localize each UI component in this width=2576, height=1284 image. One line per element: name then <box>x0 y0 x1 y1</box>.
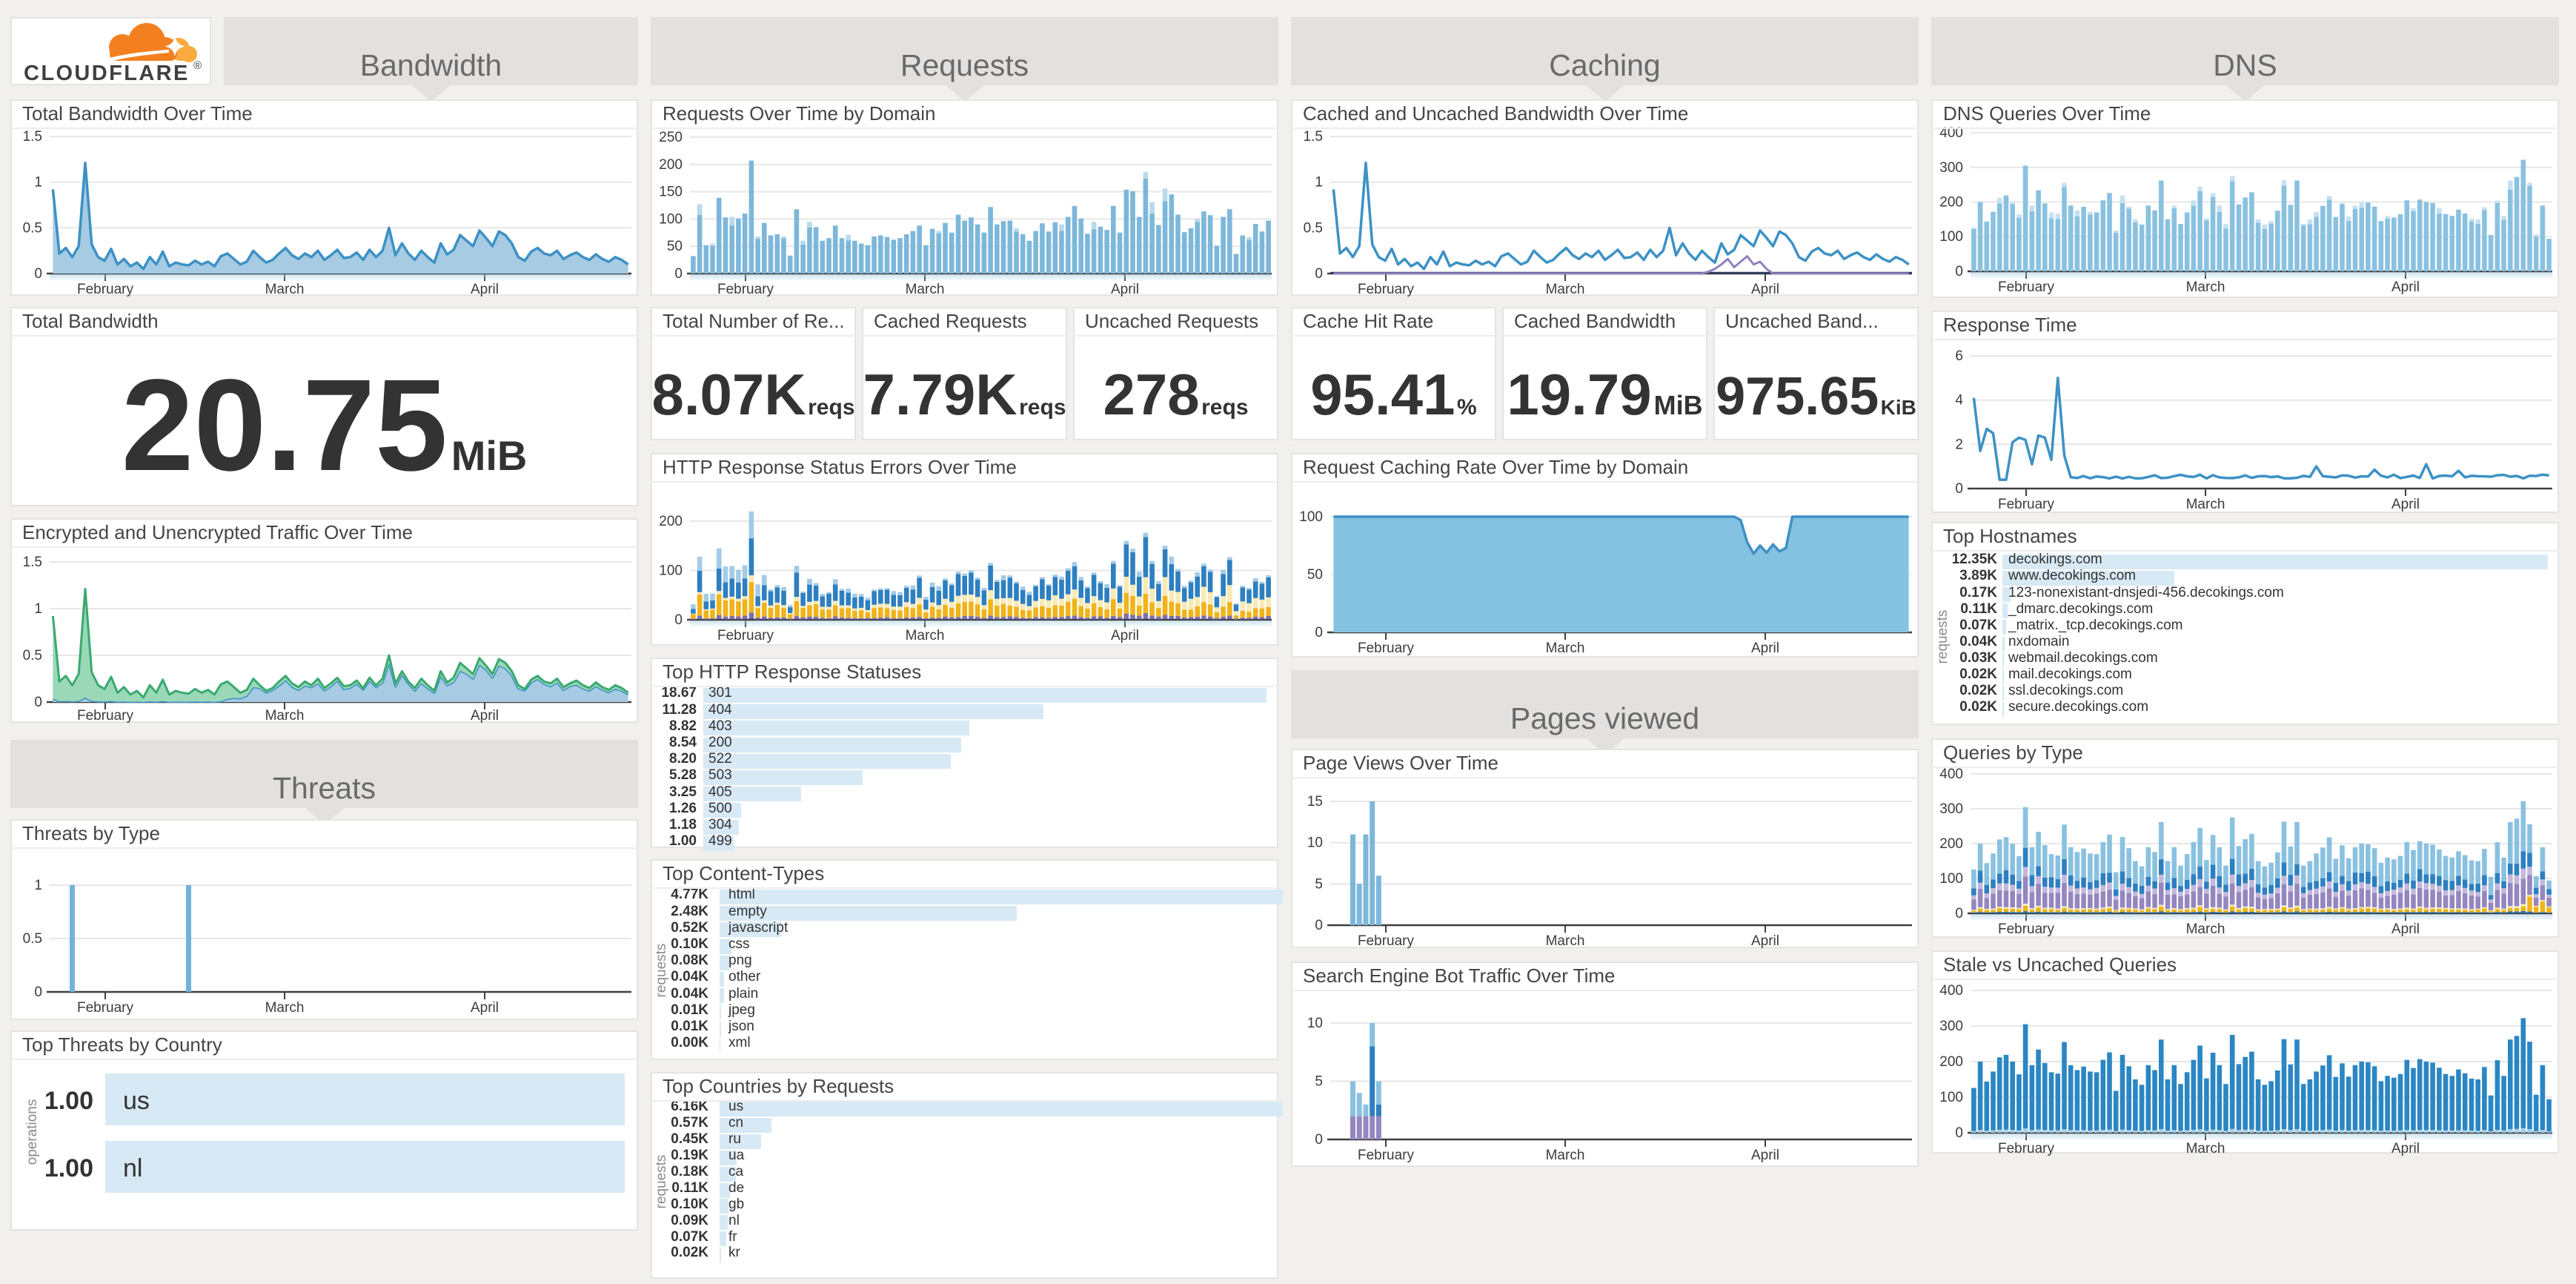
svg-text:®: ® <box>193 59 202 72</box>
svg-text:CLOUDFLARE: CLOUDFLARE <box>24 62 190 85</box>
